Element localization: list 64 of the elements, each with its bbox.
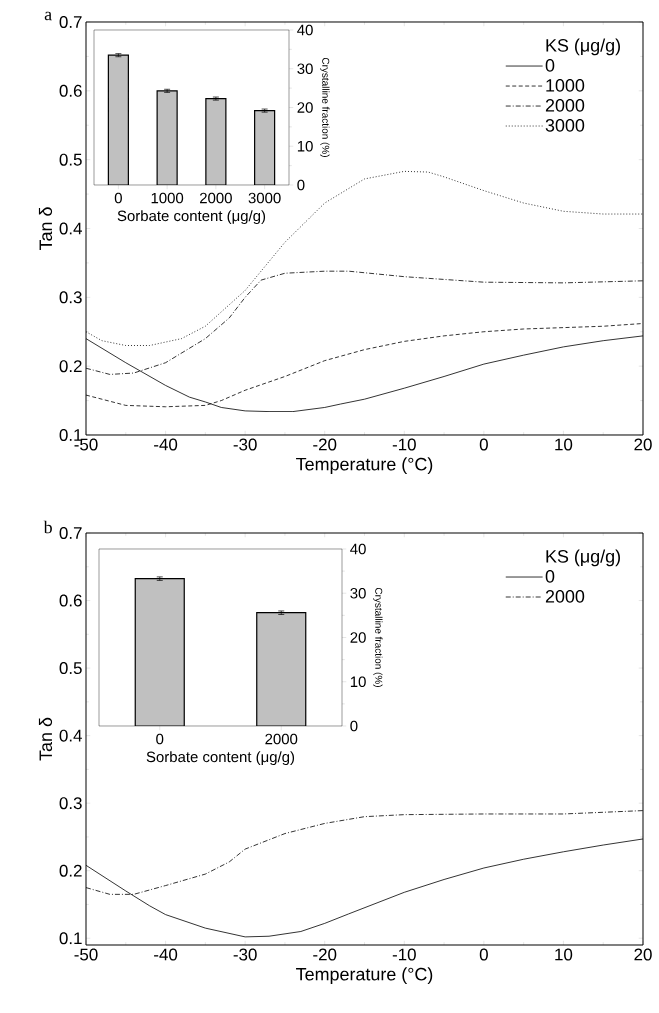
y-tick-label: 20 — [297, 102, 313, 113]
y-tick-label: 0.7 — [59, 16, 82, 28]
y-tick-label: 0 — [350, 720, 358, 732]
chart-title: b — [43, 520, 52, 534]
y-tick-label: 0.4 — [59, 222, 82, 235]
x-tick-label: 0 — [479, 948, 488, 961]
bar — [254, 109, 276, 185]
y-tick-label: 0 — [297, 179, 305, 191]
x-tick-label: 20 — [634, 438, 652, 451]
legend-label: 0 — [545, 59, 555, 72]
x-tick-label: -40 — [154, 438, 178, 451]
y-tick-label: 40 — [297, 24, 313, 36]
x-tick-label: 2000 — [200, 192, 232, 204]
y-tick-label: 30 — [350, 587, 366, 599]
x-tick-label: 3000 — [248, 192, 281, 204]
bar — [156, 90, 178, 185]
legend-title: KS (μg/g) — [546, 38, 620, 56]
y-tick-label: 0.5 — [59, 153, 82, 166]
x-tick-label: 0 — [114, 192, 122, 204]
y-axis-title: Crystalline fraction (%) — [373, 587, 383, 687]
y-tick-label: 0.6 — [59, 84, 82, 97]
x-tick-label: 20 — [634, 948, 652, 961]
legend-label: 0 — [545, 570, 555, 583]
legend-label: 2000 — [545, 590, 585, 603]
x-axis-title: Temperature (°C) — [296, 967, 433, 985]
x-tick-label: -20 — [313, 438, 337, 451]
x-tick-label: 0 — [479, 438, 488, 451]
x-tick-label: -30 — [233, 948, 257, 961]
y-tick-label: 0.6 — [59, 594, 82, 607]
x-tick-label: -20 — [313, 948, 337, 961]
legend-label: 2000 — [545, 99, 585, 112]
legend-title: KS (μg/g) — [546, 549, 620, 567]
bar — [107, 54, 129, 185]
y-tick-label: 0.1 — [59, 932, 82, 945]
x-tick-label: 1000 — [151, 192, 184, 204]
x-axis-title: Sorbate content (μg/g) — [146, 751, 295, 766]
y-tick-label: 20 — [350, 632, 366, 643]
x-tick-label: -10 — [392, 948, 416, 961]
y-tick-label: 0.2 — [59, 360, 82, 373]
x-tick-label: 10 — [555, 948, 573, 961]
y-tick-label: 30 — [297, 63, 313, 75]
y-axis-title: Tan δ — [38, 207, 53, 251]
y-tick-label: 0.7 — [59, 527, 82, 539]
x-axis-title: Temperature (°C) — [296, 457, 433, 475]
y-axis-title: Tan δ — [38, 717, 53, 761]
x-tick-label: -40 — [154, 948, 178, 961]
x-axis-title: Sorbate content (μg/g) — [117, 210, 266, 225]
y-axis-title: Crystalline fraction (%) — [320, 57, 330, 157]
bar — [205, 97, 227, 185]
chart-title: a — [44, 11, 52, 21]
legend-label: 3000 — [545, 119, 585, 132]
y-tick-label: 0.4 — [59, 729, 82, 742]
y-tick-label: 10 — [350, 676, 366, 688]
y-tick-label: 40 — [350, 543, 366, 555]
x-tick-label: 10 — [555, 438, 573, 451]
y-tick-label: 0.5 — [59, 662, 82, 675]
y-tick-label: 0.2 — [59, 864, 82, 877]
x-tick-label: -50 — [74, 948, 98, 961]
y-tick-label: 0.3 — [59, 797, 82, 810]
x-tick-label: -10 — [392, 438, 416, 451]
y-tick-label: 10 — [297, 140, 313, 152]
legend-label: 1000 — [546, 79, 585, 92]
y-tick-label: 0.3 — [59, 291, 82, 304]
x-tick-label: -30 — [233, 438, 257, 451]
